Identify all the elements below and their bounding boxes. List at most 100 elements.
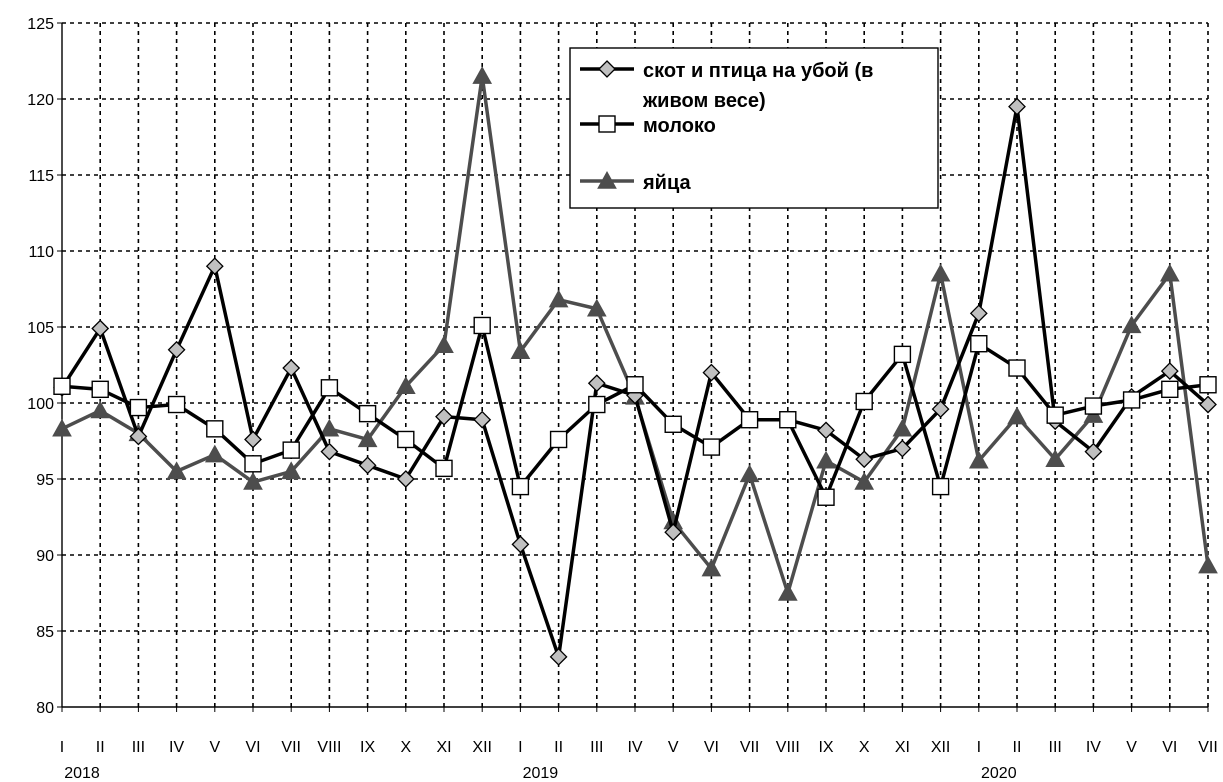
year-label: 2020 [981,765,1017,782]
x-tick-label: VI [704,739,719,756]
data-point-triangle [357,429,378,448]
data-point-diamond [1199,395,1217,414]
data-point-diamond [91,319,110,338]
data-point-diamond [1160,362,1179,380]
x-tick-label: X [859,739,870,756]
data-point-square [358,404,377,423]
data-point-square [1084,397,1103,415]
data-point-triangle [281,461,302,480]
legend-label: скот и птица на убой (в [643,60,873,82]
data-point-square [91,380,109,399]
data-point-triangle [395,376,416,394]
legend-label: яйца [642,172,692,194]
x-tick-label: I [518,739,522,756]
legend: скот и птица на убой (в живом весе) молоко… [569,47,939,209]
x-tick-label: V [668,739,679,756]
data-point-triangle [1007,406,1027,425]
x-tick-label: IV [169,739,184,756]
data-point-square [282,441,300,459]
x-tick-label: X [400,739,411,756]
data-point-triangle [204,444,225,463]
x-tick-label: VI [245,739,260,756]
x-tick-label: I [60,739,64,756]
legend-item: молоко [580,115,716,137]
x-tick-label: XII [472,739,492,756]
data-point-diamond [1084,442,1103,461]
x-tick-label: IV [627,739,642,756]
data-point-triangle [701,558,722,577]
x-tick-label: XII [931,739,951,756]
data-point-square [320,379,339,397]
x-tick-label: VIII [317,739,341,756]
data-point-triangle [597,170,617,189]
x-tick-label: XI [895,739,910,756]
data-point-square [817,488,835,506]
series-triangle [52,66,1218,601]
data-point-triangle [243,472,263,490]
x-tick-label: VI [1162,739,1177,756]
data-point-triangle [319,418,340,437]
data-point-square [397,430,415,449]
legend-item: скот и птица на убой (в живом весе) [580,60,873,112]
legend-label: молоко [643,115,716,137]
data-point-square [855,392,873,411]
x-tick-label: II [554,739,563,756]
x-tick-label: II [96,739,105,756]
data-point-square [53,377,71,395]
data-point-square [435,459,453,478]
data-point-triangle [739,464,760,483]
series-square [53,316,1217,506]
y-tick-label: 125 [27,16,54,33]
data-point-diamond [167,340,186,359]
data-point-square [206,420,224,438]
data-point-square [779,411,797,429]
data-point-triangle [1159,263,1180,282]
data-point-square [626,376,644,394]
data-point-diamond [129,427,148,446]
x-tick-label: II [1013,739,1022,756]
x-tick-label: V [209,739,220,756]
data-point-triangle [968,450,989,469]
data-point-triangle [472,66,493,84]
data-point-square [511,477,530,496]
y-tick-label: 120 [27,92,54,109]
data-point-square [588,395,606,414]
data-point-diamond [396,470,415,488]
data-point-diamond [1008,97,1026,116]
data-point-square [740,411,759,429]
data-series [52,66,1218,666]
data-point-diamond [435,407,453,426]
data-point-triangle [548,289,569,308]
data-point-square [129,398,148,417]
data-point-diamond [549,647,568,666]
y-tick-label: 115 [28,168,54,185]
data-point-triangle [90,400,111,419]
x-tick-label: VII [281,739,301,756]
data-point-square [244,455,262,473]
data-point-diamond [817,421,835,440]
y-tick-label: 105 [27,320,54,337]
x-tick-label: XI [436,739,451,756]
x-tick-label: III [590,739,603,756]
data-point-diamond [855,450,874,469]
y-tick-label: 80 [36,700,54,717]
x-tick-label: IX [360,739,375,756]
data-point-triangle [930,263,951,282]
data-point-triangle [854,472,875,490]
x-tick-label: I [977,739,981,756]
data-point-square [1046,406,1064,424]
legend-item: яйца [580,170,692,194]
y-tick-label: 110 [28,244,54,261]
data-point-square [549,430,568,449]
data-point-triangle [52,418,72,437]
x-tick-label: VIII [776,739,800,756]
x-tick-label: III [132,739,145,756]
data-point-triangle [816,450,836,469]
data-point-square [473,316,491,335]
x-tick-label: III [1049,739,1062,756]
data-point-triangle [777,582,798,601]
data-point-diamond [282,359,301,377]
data-point-triangle [434,335,454,353]
